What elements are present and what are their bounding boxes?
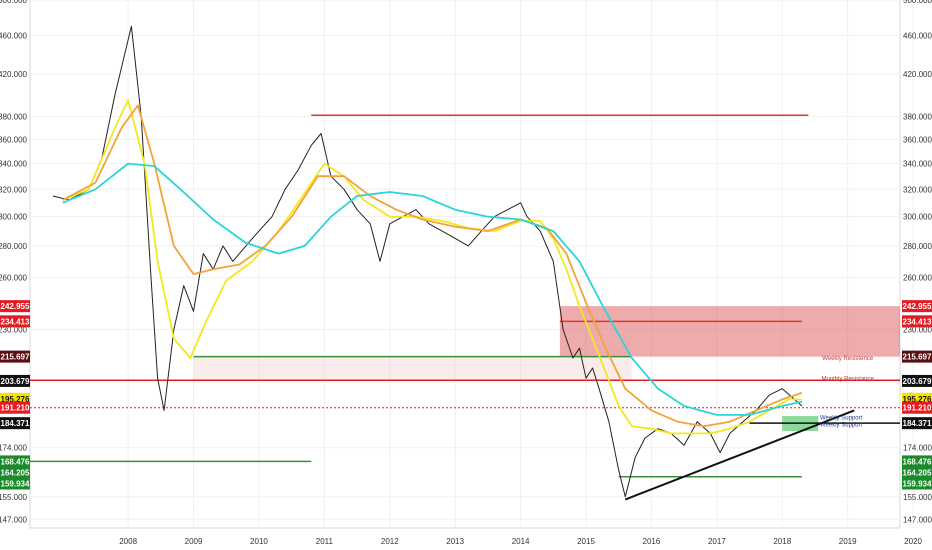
x-tick-label: 2016	[643, 537, 661, 546]
price-badge-left	[0, 374, 30, 387]
annotation-label: Weekly Support	[820, 422, 863, 428]
x-tick-label: 2020	[904, 537, 922, 546]
y-tick-label-right: 147.000	[903, 515, 932, 524]
y-tick-label-right: 460.000	[903, 31, 932, 40]
y-tick-label-right: 420.000	[903, 70, 932, 79]
price-badge-left	[0, 401, 30, 414]
series-line-sma_slow	[62, 162, 803, 416]
y-tick-label-left: 300.000	[0, 213, 28, 222]
price-badge-right-label: 184.371	[903, 419, 932, 428]
price-badge-left-label: 195.276	[1, 395, 30, 404]
y-tick-label-left: 230.000	[0, 325, 28, 334]
series-line-sma_mid	[62, 104, 803, 428]
background-layer	[29, 0, 901, 529]
price-badge-right-label: 195.276	[903, 395, 932, 404]
annotation-label: Weekly Resistence	[822, 356, 874, 362]
level-layer	[30, 114, 900, 501]
badge-layer: 242.955 242.955 234.413 234.413 215.697 215.6…	[0, 300, 932, 490]
x-tick-label: 2011	[316, 537, 334, 546]
y-tick-label-left: 280.000	[0, 242, 28, 251]
price-badge-left	[0, 466, 30, 479]
price-badge-left	[0, 315, 30, 328]
price-badge-right	[902, 455, 932, 468]
y-tick-label-right: 300.000	[903, 213, 932, 222]
x-tick-label: 2014	[512, 537, 530, 546]
x-tick-label: 2017	[708, 537, 726, 546]
x-tick-label: 2009	[185, 537, 203, 546]
price-badge-left	[0, 455, 30, 468]
price-badge-left-label: 159.934	[1, 479, 30, 488]
price-badge-left-label: 168.476	[1, 457, 30, 466]
price-badge-right-label: 191.210	[903, 404, 932, 413]
price-badge-right-label: 215.697	[903, 353, 932, 362]
annotation-label: Monthly Resistance	[821, 376, 874, 382]
x-tick-label: 2008	[119, 537, 137, 546]
trend-line	[624, 409, 855, 501]
price-badge-right-label: 234.413	[903, 317, 932, 326]
price-badge-left	[0, 417, 30, 430]
price-badge-left-label: 164.205	[1, 468, 30, 477]
y-tick-label-left: 147.000	[0, 515, 28, 524]
price-badge-right	[902, 315, 932, 328]
price-badge-left	[0, 300, 30, 313]
plot-area	[29, 0, 901, 529]
price-badge-right-label: 168.476	[903, 457, 932, 466]
price-badge-left	[0, 477, 30, 490]
price-badge-right-label: 159.934	[903, 479, 932, 488]
price-badge-right-label: 242.955	[903, 302, 932, 311]
y-tick-label-left: 460.000	[0, 31, 28, 40]
grid-layer	[30, 0, 914, 528]
x-tick-label: 2010	[250, 537, 268, 546]
price-badge-right-label: 164.205	[903, 468, 932, 477]
price-badge-left-label: 191.210	[1, 404, 30, 413]
y-tick-label-right: 360.000	[903, 135, 932, 144]
annotation-layer: Weekly Resistence Monthly Resistance Weekl…	[820, 356, 875, 428]
x-tick-label: 2019	[839, 537, 857, 546]
price-badge-right	[902, 466, 932, 479]
y-tick-label-left: 174.000	[0, 444, 28, 453]
price-badge-left-label: 184.371	[1, 419, 30, 428]
price-badge-right	[902, 417, 932, 430]
price-badge-left-label: 215.697	[1, 353, 30, 362]
y-tick-label-left: 320.000	[0, 185, 28, 194]
y-tick-label-left: 155.000	[0, 493, 28, 502]
price-badge-right	[902, 350, 932, 363]
price-badge-right	[902, 374, 932, 387]
x-tick-label: 2013	[446, 537, 464, 546]
price-badge-left-label: 203.679	[1, 377, 30, 386]
y-tick-label-right: 320.000	[903, 185, 932, 194]
y-tick-label-left: 340.000	[0, 160, 28, 169]
y-tick-label-right: 155.000	[903, 493, 932, 502]
price-badge-left-label: 234.413	[1, 317, 30, 326]
x-tick-label: 2018	[773, 537, 791, 546]
y-tick-label-left: 420.000	[0, 70, 28, 79]
y-tick-label-right: 380.000	[903, 112, 932, 121]
price-badge-left-label: 242.955	[1, 302, 30, 311]
resistance-zone	[559, 306, 900, 357]
y-tick-label-right: 340.000	[903, 160, 932, 169]
x-tick-label: 2015	[577, 537, 595, 546]
price-badge-right	[902, 477, 932, 490]
y-tick-label-right: 230.000	[903, 325, 932, 334]
annotation-label: Weekly Support	[820, 415, 863, 421]
price-badge-left	[0, 350, 30, 363]
y-tick-label-right: 280.000	[903, 242, 932, 251]
x-tick-label: 2012	[381, 537, 399, 546]
price-badge-right	[902, 300, 932, 313]
price-badge-right	[902, 401, 932, 414]
y-tick-label-left: 500.000	[0, 0, 28, 5]
y-tick-label-right: 260.000	[903, 273, 932, 282]
y-tick-label-right: 500.000	[903, 0, 932, 5]
y-tick-label-left: 260.000	[0, 273, 28, 282]
y-tick-label-left: 380.000	[0, 112, 28, 121]
series-layer	[52, 25, 803, 498]
y-tick-label-right: 174.000	[903, 444, 932, 453]
y-tick-label-left: 360.000	[0, 135, 28, 144]
price-badge-right-label: 203.679	[903, 377, 932, 386]
shaded-zone	[193, 356, 632, 381]
